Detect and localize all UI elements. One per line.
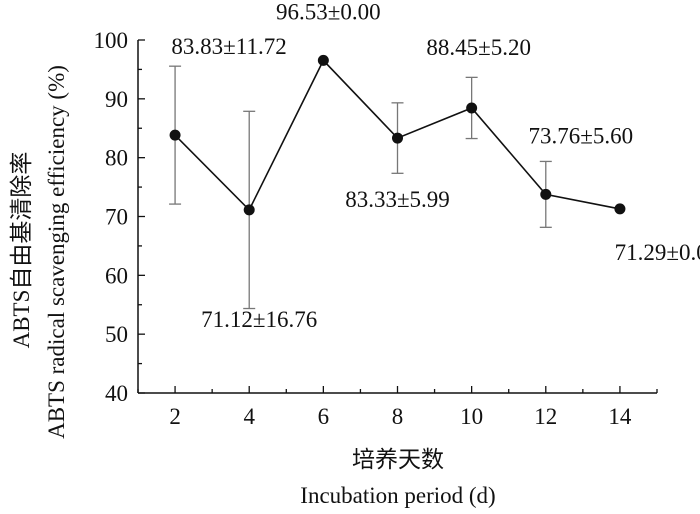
y-tick-label: 70 bbox=[105, 205, 128, 230]
ticks: 40 50 60 70 80 90 100 2 4 6 8 10 12 14 bbox=[94, 28, 658, 429]
y-tick-label: 40 bbox=[105, 381, 128, 406]
y-tick-label: 100 bbox=[94, 28, 129, 53]
y-tick-label: 50 bbox=[105, 322, 128, 347]
data-point bbox=[317, 54, 329, 66]
y-tick-label: 80 bbox=[105, 146, 128, 171]
data-label: 83.33±5.99 bbox=[345, 187, 450, 212]
x-tick-label: 2 bbox=[169, 404, 181, 429]
data-point bbox=[540, 188, 552, 200]
data-label: 96.53±0.00 bbox=[276, 0, 381, 24]
data-point bbox=[169, 129, 181, 141]
data-label: 71.29±0.00 bbox=[615, 240, 700, 265]
x-axis-title-cn: 培养天数 bbox=[352, 447, 444, 472]
data-label: 83.83±11.72 bbox=[171, 34, 286, 59]
x-tick-label: 14 bbox=[608, 404, 632, 429]
data-point bbox=[243, 204, 255, 216]
data-label: 88.45±5.20 bbox=[426, 35, 531, 60]
axes bbox=[137, 40, 657, 394]
data-point bbox=[614, 203, 626, 215]
data-points bbox=[169, 54, 626, 216]
x-axis-title-en: Incubation period (d) bbox=[300, 483, 495, 508]
data-labels: 83.83±11.72 71.12±16.76 96.53±0.00 83.33±5.… bbox=[171, 0, 700, 332]
data-point bbox=[466, 102, 478, 114]
x-tick-label: 6 bbox=[318, 404, 330, 429]
x-tick-label: 12 bbox=[534, 404, 557, 429]
data-point bbox=[392, 132, 403, 144]
x-tick-label: 10 bbox=[460, 404, 483, 429]
y-axis-title-en: ABTS radical scavenging efficiency (%) bbox=[44, 65, 69, 439]
data-label: 73.76±5.60 bbox=[528, 123, 633, 148]
x-tick-label: 8 bbox=[392, 404, 404, 429]
data-label: 71.12±16.76 bbox=[201, 307, 317, 332]
y-axis-title-cn: ABTS自由基清除率 bbox=[9, 152, 34, 349]
x-tick-label: 4 bbox=[243, 404, 255, 429]
y-tick-label: 60 bbox=[105, 263, 128, 288]
y-tick-label: 90 bbox=[105, 87, 128, 112]
